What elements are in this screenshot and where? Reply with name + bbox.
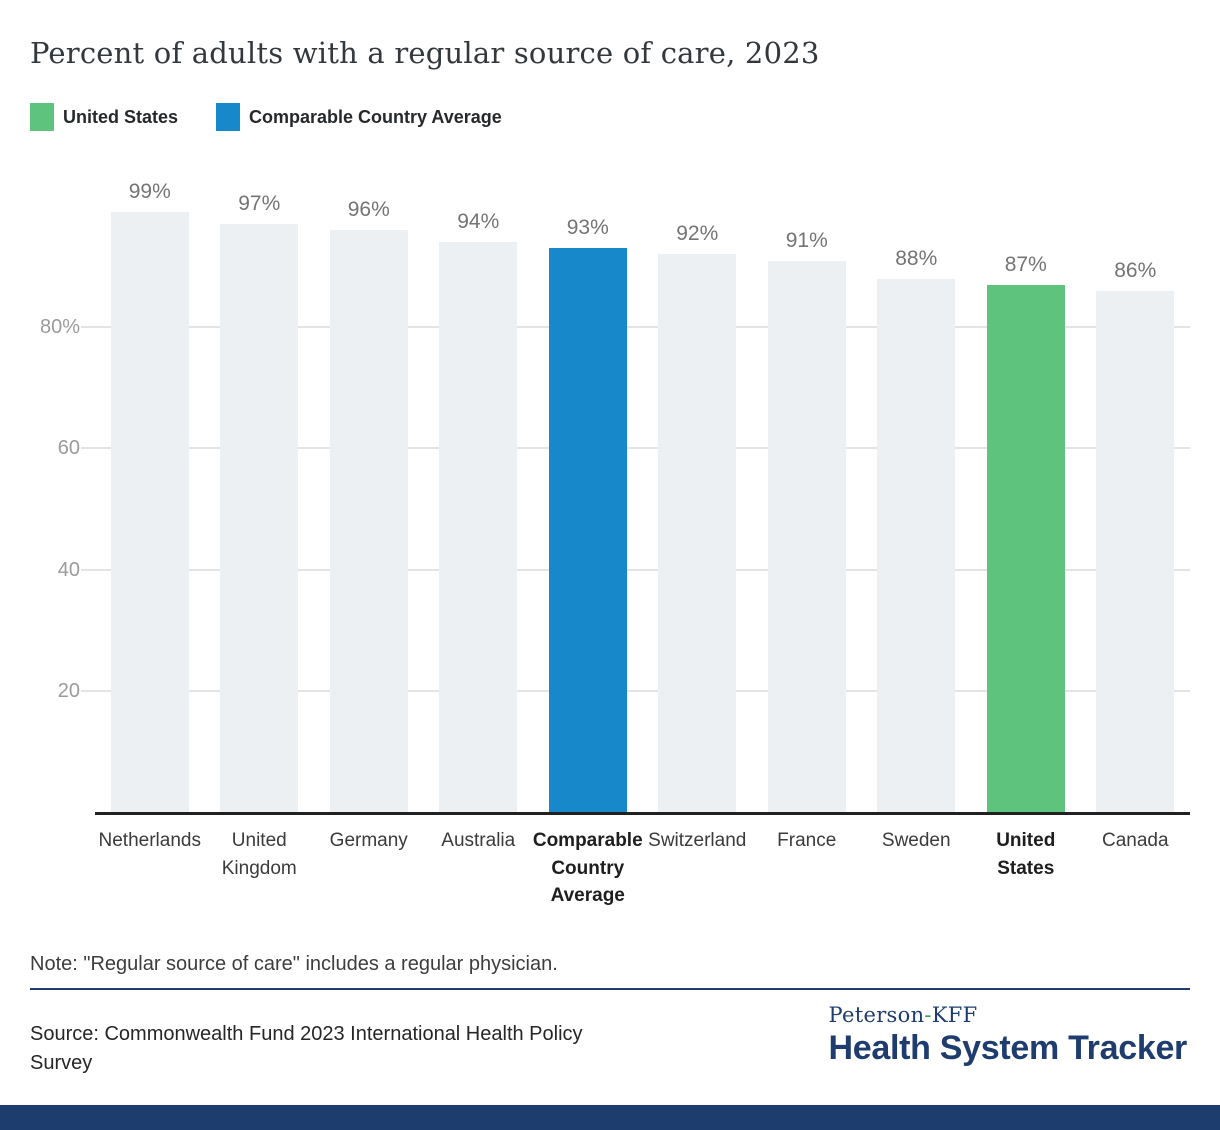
bar-sweden[interactable] <box>877 278 956 812</box>
x-axis-label-text: United States <box>996 830 1056 879</box>
brand-kff: KFF <box>931 1003 978 1027</box>
y-axis-tick-label: 20 <box>57 679 80 702</box>
y-axis-tick-label: 80% <box>39 316 80 339</box>
brand-peterson: Peterson <box>828 1003 925 1027</box>
gridline <box>81 447 1190 450</box>
x-axis-label-united-kingdom: United Kingdom <box>205 827 315 882</box>
bar-value-label: 99% <box>128 180 171 204</box>
bar-value-label: 88% <box>895 246 938 270</box>
legend-swatch-comparable-country-average-icon <box>216 103 241 131</box>
bar-switzerland[interactable] <box>658 254 737 812</box>
source-text: Source: Commonwealth Fund 2023 Internati… <box>30 1023 583 1074</box>
bar-united-kingdom[interactable] <box>220 224 299 812</box>
x-axis-label-text: Comparable Country Average <box>532 830 643 907</box>
divider-line <box>30 988 1190 990</box>
legend-label: Comparable Country Average <box>249 106 502 127</box>
chart-title: Percent of adults with a regular source … <box>30 36 820 70</box>
gridline <box>81 568 1190 571</box>
bar-netherlands[interactable] <box>110 212 189 812</box>
x-axis-label-germany: Germany <box>314 827 424 855</box>
x-axis-label-france: France <box>752 827 862 855</box>
plot-area: 20 40 60 80% 99% Netherlands 97% United Kingdom… <box>40 160 1190 906</box>
bar-value-label: 96% <box>347 198 390 222</box>
x-axis-label-text: Sweden <box>881 830 951 851</box>
legend-label: United States <box>63 106 179 127</box>
brand-hyphen: - <box>924 1003 932 1027</box>
bar-value-label: 93% <box>566 216 609 240</box>
y-axis-tick-label: 40 <box>57 558 80 581</box>
brand-health-system-tracker: Health System Tracker <box>828 1029 1188 1067</box>
x-axis-label-text: Netherlands <box>98 830 201 851</box>
bar-value-label: 87% <box>1004 252 1047 276</box>
x-axis-label-australia: Australia <box>424 827 534 855</box>
x-axis-label-text: United Kingdom <box>221 830 297 879</box>
bar-germany[interactable] <box>329 230 408 812</box>
gridline <box>81 326 1190 329</box>
x-axis-label-sweden: Sweden <box>862 827 972 855</box>
bar-canada[interactable] <box>1096 290 1175 812</box>
bar-value-label: 97% <box>238 192 281 216</box>
x-axis-label-text: Germany <box>329 830 408 851</box>
x-axis-label-canada: Canada <box>1081 827 1191 855</box>
bar-france[interactable] <box>767 260 846 812</box>
brand-peterson-kff: Peterson-KFF <box>829 1003 1187 1027</box>
x-axis-label-text: Canada <box>1101 830 1169 851</box>
bar-value-label: 94% <box>457 210 500 234</box>
y-axis-tick-label: 60 <box>57 437 80 460</box>
bar-value-label: 86% <box>1114 258 1157 282</box>
x-axis-label-text: France <box>777 830 837 851</box>
bar-value-label: 91% <box>785 228 828 252</box>
x-axis-label-switzerland: Switzerland <box>643 827 753 855</box>
bar-comparable-country-average[interactable] <box>548 248 627 812</box>
gridline <box>81 689 1190 692</box>
note-text: Note: "Regular source of care" includes … <box>30 953 558 975</box>
legend-item-comparable-country-average[interactable]: Comparable Country Average <box>216 103 502 131</box>
legend-item-united-states[interactable]: United States <box>30 103 178 131</box>
x-axis-label-united-states: United States <box>971 827 1081 882</box>
bar-value-label: 92% <box>676 222 719 246</box>
legend-swatch-united-states-icon <box>30 103 54 131</box>
footer-bar <box>0 1105 1220 1130</box>
x-axis-label-text: Australia <box>441 830 516 851</box>
bar-australia[interactable] <box>439 242 518 812</box>
x-axis-label-comparable-country-average: Comparable Country Average <box>533 827 643 910</box>
x-axis-label-text: Switzerland <box>648 830 747 851</box>
legend: United States Comparable Country Average <box>30 103 502 131</box>
x-axis-label-netherlands: Netherlands <box>95 827 205 855</box>
bar-united-states[interactable] <box>986 284 1065 812</box>
brand-logo: Peterson-KFF Health System Tracker <box>828 1003 1188 1068</box>
